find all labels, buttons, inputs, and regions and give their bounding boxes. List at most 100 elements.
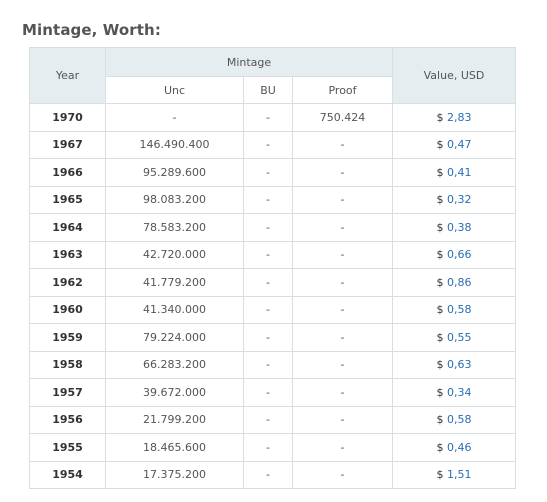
- section-heading: Mintage, Worth:: [22, 21, 161, 39]
- value-cell: $ 0,63: [392, 350, 516, 379]
- proof-mintage-cell: -: [292, 405, 393, 434]
- table-row: 1962 41.779.200- - $ 0,86: [29, 268, 516, 297]
- currency-symbol: $: [436, 165, 444, 179]
- proof-mintage-cell: -: [292, 433, 393, 462]
- value-link[interactable]: 0,46: [447, 440, 472, 454]
- year-cell: 1954: [29, 460, 106, 489]
- year-cell: 1967: [29, 130, 106, 159]
- mintage-table: Year Mintage Value, USD Unc BU Proof 197…: [29, 47, 516, 489]
- unc-mintage-cell: 146.490.400: [105, 130, 244, 159]
- year-cell: 1962: [29, 268, 106, 297]
- unc-mintage-cell: 17.375.200: [105, 460, 244, 489]
- value-link[interactable]: 0,34: [447, 385, 472, 399]
- bu-mintage-cell: -: [243, 158, 293, 187]
- value-link[interactable]: 0,32: [447, 193, 472, 207]
- bu-mintage-cell: -: [243, 295, 293, 324]
- unc-mintage-cell: 98.083.200: [105, 185, 244, 214]
- bu-mintage-cell: -: [243, 323, 293, 352]
- table-row: 1967 146.490.400- - $ 0,47: [29, 130, 516, 159]
- value-cell: $ 0,58: [392, 295, 516, 324]
- year-cell: 1965: [29, 185, 106, 214]
- unc-mintage-cell: 41.340.000: [105, 295, 244, 324]
- unc-mintage-cell: 79.224.000: [105, 323, 244, 352]
- year-cell: 1959: [29, 323, 106, 352]
- value-link[interactable]: 0,58: [447, 413, 472, 427]
- header-mintage: Mintage: [105, 47, 393, 77]
- value-link[interactable]: 0,38: [447, 220, 472, 234]
- bu-mintage-cell: -: [243, 460, 293, 489]
- currency-symbol: $: [436, 303, 444, 317]
- value-cell: $ 0,46: [392, 433, 516, 462]
- value-cell: $ 0,38: [392, 213, 516, 242]
- value-cell: $ 0,47: [392, 130, 516, 159]
- table-row: 1970- -750.424 $ 2,83: [29, 103, 516, 132]
- year-cell: 1970: [29, 103, 106, 132]
- currency-symbol: $: [436, 110, 444, 124]
- value-cell: $ 1,51: [392, 460, 516, 489]
- currency-symbol: $: [436, 413, 444, 427]
- year-cell: 1957: [29, 378, 106, 407]
- proof-mintage-cell: -: [292, 378, 393, 407]
- proof-mintage-cell: -: [292, 323, 393, 352]
- value-link[interactable]: 0,66: [447, 248, 472, 262]
- table-row: 1956 21.799.200- - $ 0,58: [29, 405, 516, 434]
- value-link[interactable]: 0,63: [447, 358, 472, 372]
- year-cell: 1963: [29, 240, 106, 269]
- bu-mintage-cell: -: [243, 350, 293, 379]
- table-row: 1957 39.672.000- - $ 0,34: [29, 378, 516, 407]
- year-cell: 1958: [29, 350, 106, 379]
- bu-mintage-cell: -: [243, 240, 293, 269]
- bu-mintage-cell: -: [243, 378, 293, 407]
- currency-symbol: $: [436, 358, 444, 372]
- proof-mintage-cell: -: [292, 295, 393, 324]
- value-link[interactable]: 2,83: [447, 110, 472, 124]
- proof-mintage-cell: -: [292, 460, 393, 489]
- proof-mintage-cell: -: [292, 213, 393, 242]
- year-cell: 1960: [29, 295, 106, 324]
- unc-mintage-cell: -: [105, 103, 244, 132]
- value-link[interactable]: 1,51: [447, 468, 472, 482]
- bu-mintage-cell: -: [243, 433, 293, 462]
- unc-mintage-cell: 18.465.600: [105, 433, 244, 462]
- currency-symbol: $: [436, 440, 444, 454]
- table-row: 1960 41.340.000- - $ 0,58: [29, 295, 516, 324]
- header-bu: BU: [243, 76, 293, 104]
- unc-mintage-cell: 42.720.000: [105, 240, 244, 269]
- value-cell: $ 0,66: [392, 240, 516, 269]
- proof-mintage-cell: 750.424: [292, 103, 393, 132]
- header-proof: Proof: [292, 76, 393, 104]
- bu-mintage-cell: -: [243, 405, 293, 434]
- value-cell: $ 0,55: [392, 323, 516, 352]
- currency-symbol: $: [436, 193, 444, 207]
- bu-mintage-cell: -: [243, 185, 293, 214]
- currency-symbol: $: [436, 248, 444, 262]
- header-year: Year: [29, 47, 106, 104]
- header-value: Value, USD: [392, 47, 516, 104]
- bu-mintage-cell: -: [243, 213, 293, 242]
- unc-mintage-cell: 66.283.200: [105, 350, 244, 379]
- bu-mintage-cell: -: [243, 130, 293, 159]
- currency-symbol: $: [436, 385, 444, 399]
- value-link[interactable]: 0,55: [447, 330, 472, 344]
- unc-mintage-cell: 39.672.000: [105, 378, 244, 407]
- table-row: 1964 78.583.200- - $ 0,38: [29, 213, 516, 242]
- value-link[interactable]: 0,41: [447, 165, 472, 179]
- table-body: 1970- -750.424 $ 2,83 1967 146.490.400- - $ 0,…: [29, 103, 516, 489]
- currency-symbol: $: [436, 220, 444, 234]
- table-row: 1963 42.720.000- - $ 0,66: [29, 240, 516, 269]
- value-cell: $ 0,32: [392, 185, 516, 214]
- value-cell: $ 0,41: [392, 158, 516, 187]
- currency-symbol: $: [436, 138, 444, 152]
- year-cell: 1956: [29, 405, 106, 434]
- proof-mintage-cell: -: [292, 350, 393, 379]
- value-link[interactable]: 0,47: [447, 138, 472, 152]
- value-link[interactable]: 0,58: [447, 303, 472, 317]
- unc-mintage-cell: 41.779.200: [105, 268, 244, 297]
- year-cell: 1955: [29, 433, 106, 462]
- value-cell: $ 0,58: [392, 405, 516, 434]
- proof-mintage-cell: -: [292, 158, 393, 187]
- year-cell: 1964: [29, 213, 106, 242]
- table-row: 1954 17.375.200- - $ 1,51: [29, 460, 516, 489]
- unc-mintage-cell: 95.289.600: [105, 158, 244, 187]
- value-link[interactable]: 0,86: [447, 275, 472, 289]
